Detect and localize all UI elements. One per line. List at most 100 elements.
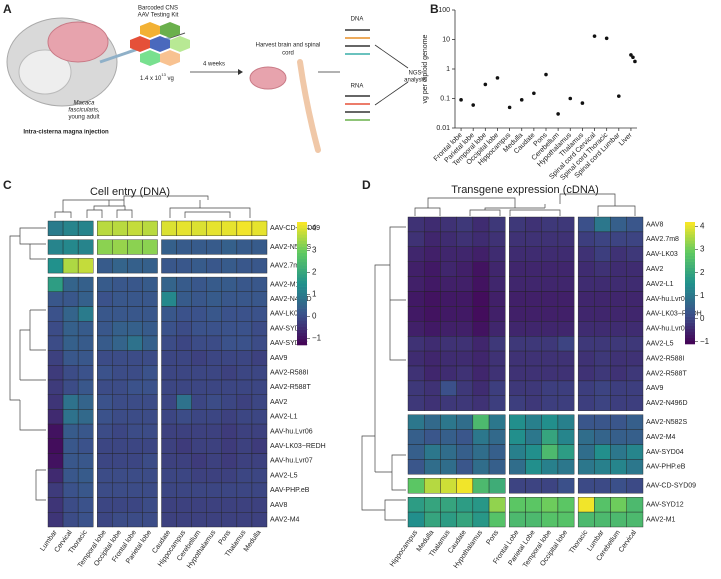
cell — [488, 216, 506, 233]
cell — [161, 409, 177, 425]
cell — [221, 239, 238, 255]
cell — [191, 512, 207, 528]
cell — [509, 459, 526, 475]
column-label: Pons — [485, 529, 500, 546]
cell — [77, 497, 94, 513]
cell — [206, 365, 222, 381]
cell — [142, 512, 158, 528]
cell — [488, 380, 506, 396]
syringe-plunger — [169, 32, 186, 39]
cell — [525, 261, 542, 277]
cell — [176, 365, 192, 381]
row-label: AAV9 — [270, 355, 287, 362]
cell — [407, 511, 425, 528]
colorbar-label: 2 — [700, 268, 705, 277]
cell — [161, 276, 177, 293]
row-label: AAV-hu.Lvr07 — [270, 458, 313, 465]
colorbar-step — [685, 264, 695, 269]
cell — [525, 216, 542, 233]
colorbar-step — [685, 322, 695, 326]
point — [495, 76, 500, 80]
cell — [472, 497, 490, 513]
row-label: AAV-SYD12 — [270, 340, 308, 347]
cell — [236, 321, 253, 337]
point — [580, 101, 585, 105]
cell — [407, 444, 425, 460]
x-tick-label: Liver — [618, 131, 634, 147]
cell — [610, 321, 627, 337]
cell — [161, 239, 177, 255]
row-label: AAV-LK03 — [270, 311, 302, 318]
cell — [577, 511, 595, 528]
cell — [77, 306, 94, 322]
cell — [142, 497, 158, 513]
row-label: AAV-SYD12 — [646, 501, 684, 508]
label: NGS — [408, 71, 421, 77]
cell — [541, 497, 559, 513]
cell — [488, 459, 506, 475]
cell — [77, 453, 94, 469]
cell — [97, 239, 113, 255]
cell — [577, 336, 595, 352]
cell — [142, 409, 158, 425]
colorbar-step — [685, 276, 695, 281]
cell — [77, 468, 94, 484]
cell — [142, 453, 158, 469]
cell — [142, 438, 158, 454]
cell — [424, 261, 441, 277]
y-tick-label: 0.01 — [436, 125, 450, 132]
cell — [62, 394, 79, 410]
label: RNA — [351, 84, 364, 90]
cell — [488, 478, 506, 494]
cell — [577, 444, 595, 460]
cell — [112, 306, 128, 322]
cell — [472, 395, 490, 411]
point — [532, 91, 536, 96]
cell — [456, 306, 474, 322]
cell — [525, 246, 542, 262]
cell — [610, 444, 627, 460]
colorbar-step — [297, 308, 307, 312]
point — [633, 59, 637, 64]
cell — [541, 231, 559, 247]
label: 4 weeks — [203, 62, 225, 68]
cell — [577, 365, 595, 382]
cell — [161, 321, 177, 337]
colorbar-step — [297, 222, 307, 226]
row-label: AAV2-M1 — [646, 516, 676, 523]
cell — [557, 511, 575, 528]
panel-title: Transgene expression (cDNA) — [451, 184, 599, 196]
cell — [440, 511, 457, 528]
cell — [97, 423, 113, 440]
cell — [626, 365, 644, 382]
cell — [456, 336, 474, 352]
cell — [176, 438, 192, 454]
colorbar-step — [297, 289, 307, 294]
cell — [161, 365, 177, 381]
cell — [191, 497, 207, 513]
cell — [127, 379, 143, 395]
colorbar-step — [685, 301, 695, 305]
cell — [206, 306, 222, 322]
row-label: AAV2-N582S — [270, 244, 311, 251]
cell — [251, 379, 268, 395]
cell — [456, 246, 474, 262]
colorbar-step — [297, 314, 307, 318]
cell — [47, 394, 64, 410]
cell — [47, 379, 64, 395]
cell — [47, 335, 64, 351]
cell — [509, 321, 526, 337]
colorbar-step — [685, 316, 695, 320]
cell — [142, 276, 158, 293]
row-label: AAV8 — [646, 221, 663, 228]
colorbar-step — [297, 311, 307, 315]
colorbar-step — [685, 237, 695, 241]
cell — [472, 261, 490, 277]
cell — [594, 444, 611, 460]
label: 13 — [161, 72, 166, 77]
cell — [176, 258, 192, 274]
cell — [407, 459, 425, 475]
cell — [525, 306, 542, 322]
point — [592, 34, 597, 38]
cell — [557, 380, 575, 396]
